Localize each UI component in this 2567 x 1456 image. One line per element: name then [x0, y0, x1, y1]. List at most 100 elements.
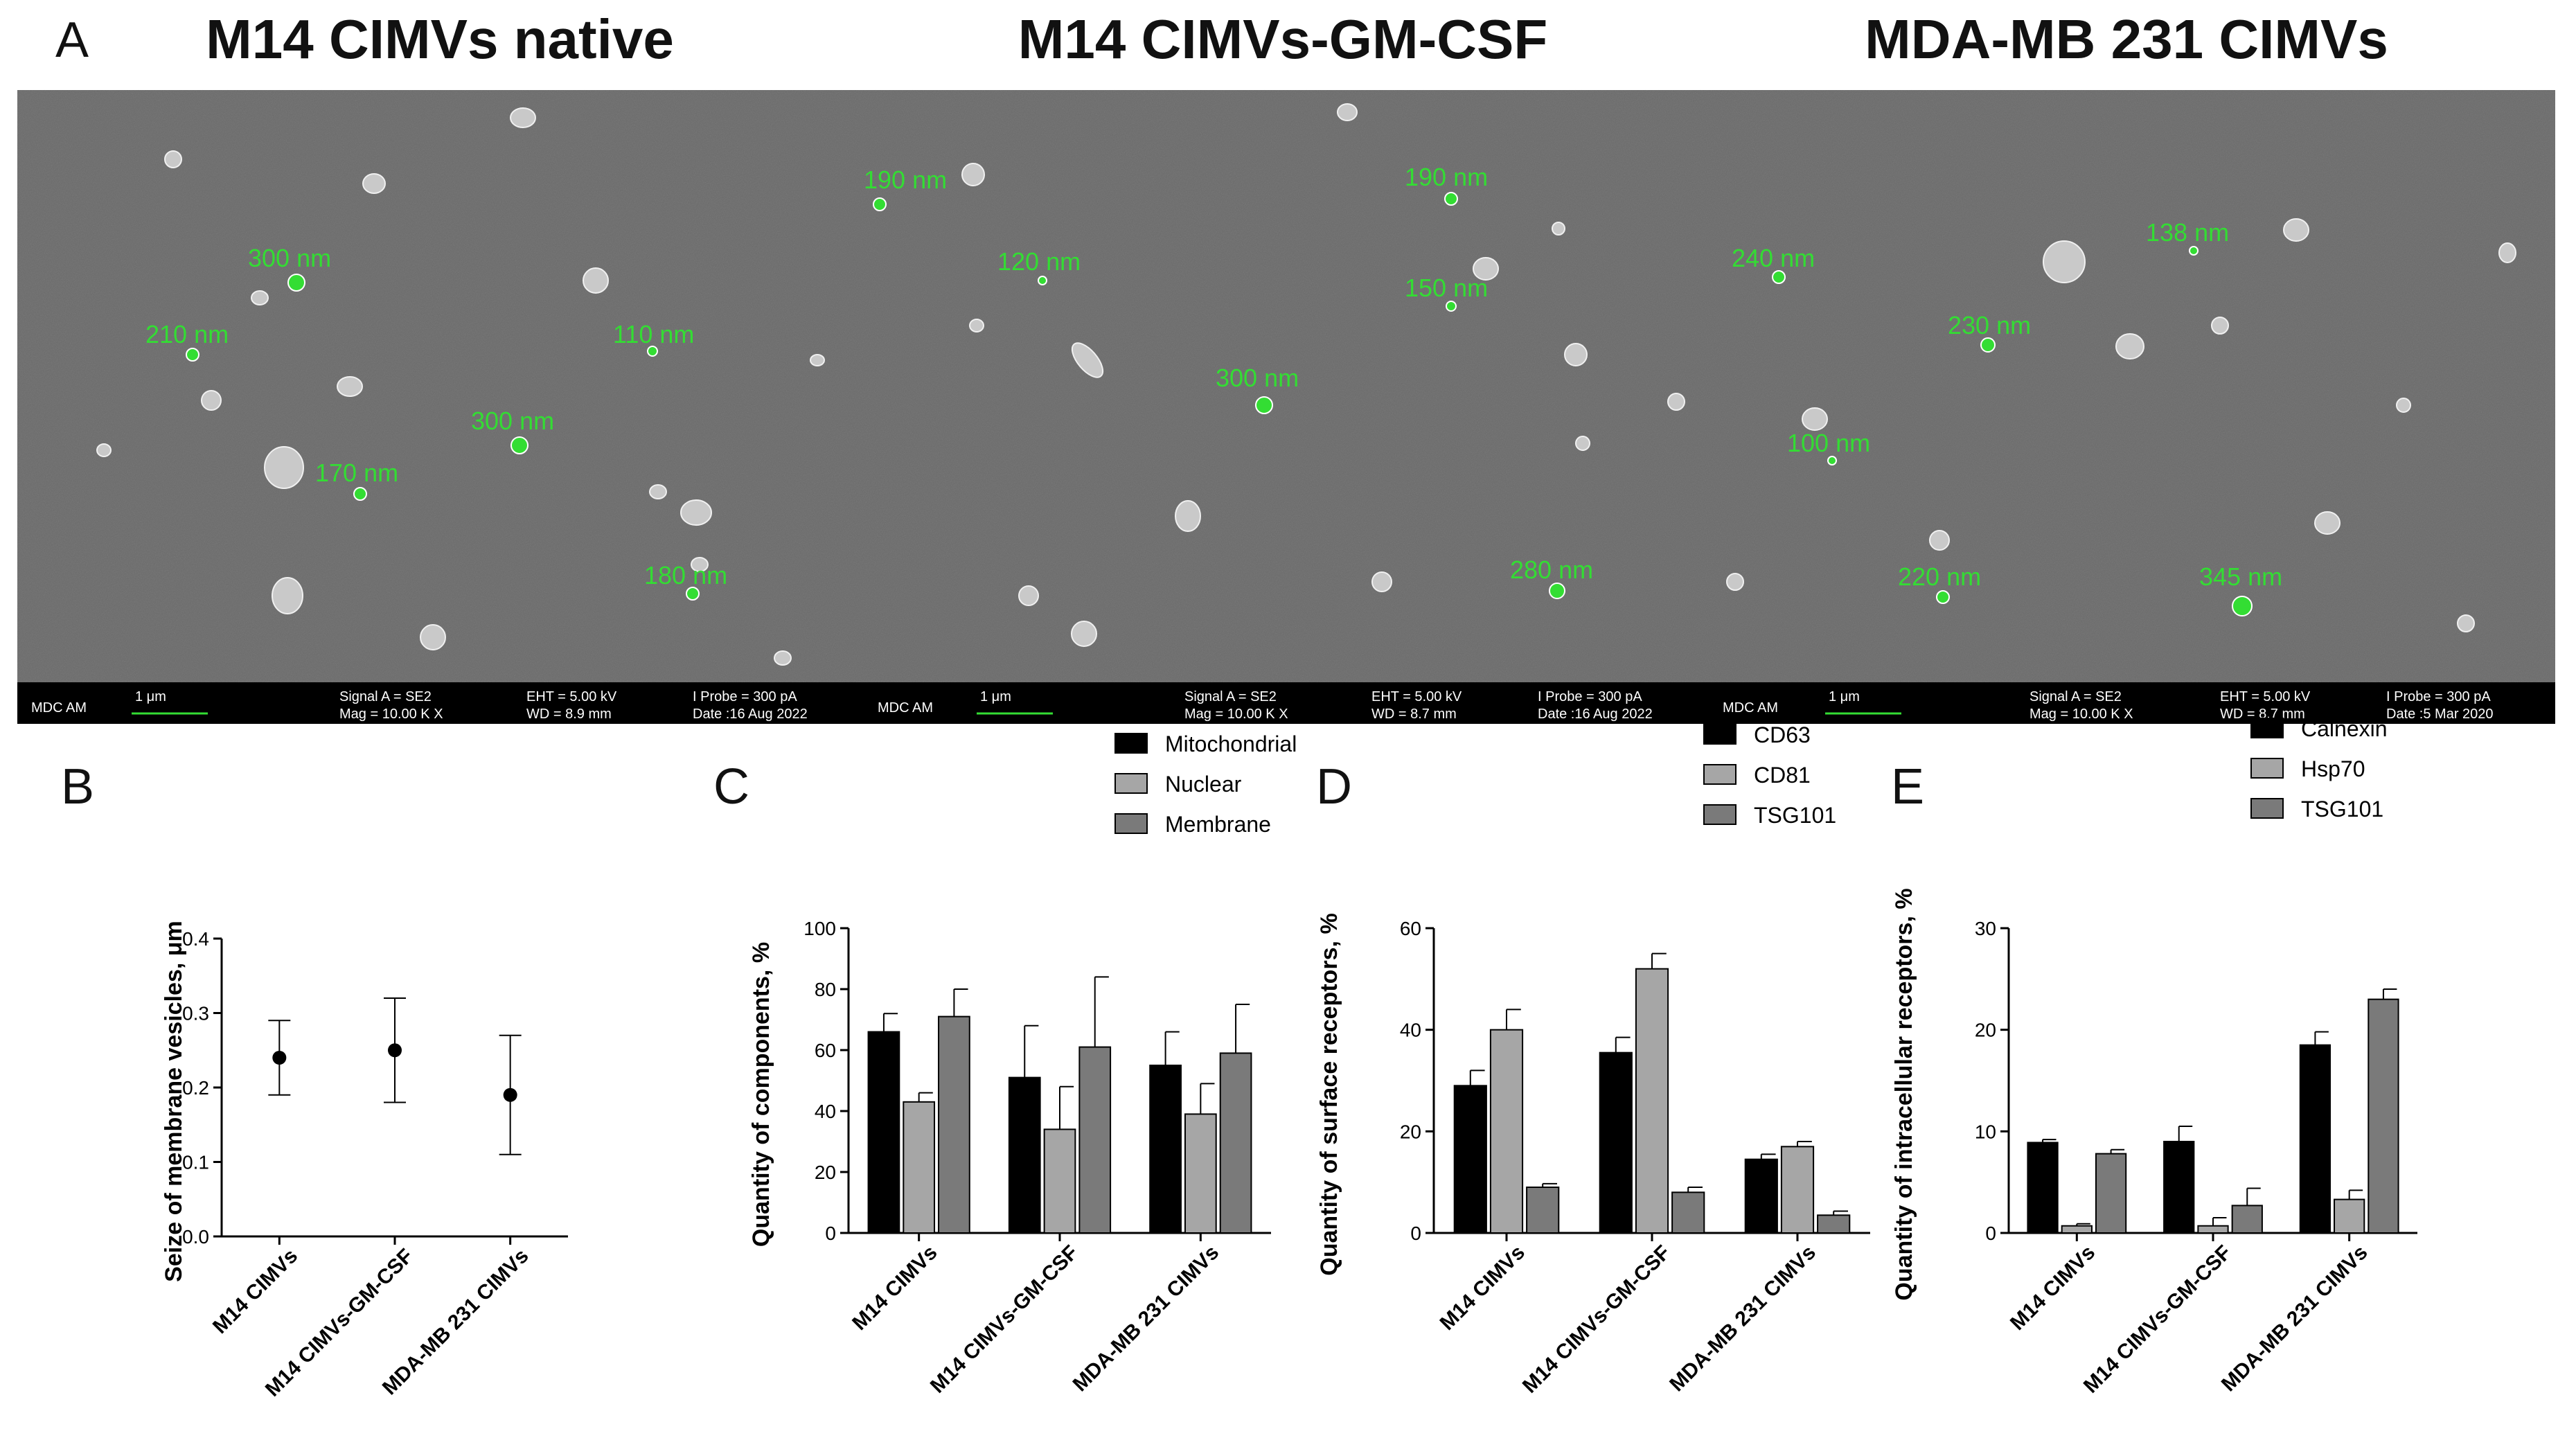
y-tick-label: 40: [815, 1101, 836, 1122]
y-tick-label: 20: [815, 1162, 836, 1183]
data-point: [272, 1051, 287, 1065]
info-wd-2: WD = 8.7 mm: [1371, 707, 1457, 722]
panel-letter-d: D: [1316, 759, 1352, 815]
legend-label: CD63: [1754, 722, 1811, 747]
bar: [1078, 1046, 1112, 1234]
bar: [1489, 1029, 1524, 1234]
legend-swatch: [1703, 804, 1736, 825]
info-signal-2: Signal A = SE2: [1184, 689, 1277, 704]
panel-letter-c: C: [713, 759, 749, 815]
info-wd-1: WD = 8.9 mm: [526, 707, 612, 722]
info-left-3: MDC AM: [1723, 700, 1778, 716]
info-scale-1: 1 μm: [135, 689, 166, 704]
legend-swatch: [1703, 724, 1736, 745]
bar: [1184, 1113, 1217, 1234]
info-eht-1: EHT = 5.00 kV: [526, 689, 617, 704]
size-label-m2-6: 280 nm: [1510, 556, 1593, 584]
micrograph-2: 190 nm 120 nm 190 nm 150 nm 300 nm 280 n…: [864, 90, 1709, 724]
micrograph-title-3: MDA-MB 231 CIMVs: [1865, 8, 2388, 70]
info-eht-2: EHT = 5.00 kV: [1371, 689, 1462, 704]
bar: [1526, 1187, 1560, 1234]
size-label-m3-3: 230 nm: [1948, 311, 2031, 339]
y-axis-label: Quantity of intracellular receptors, %: [1891, 888, 1917, 1300]
bar: [2197, 1225, 2229, 1234]
y-tick-label: 60: [815, 1040, 836, 1061]
legend-label: TSG101: [2301, 797, 2383, 822]
bar: [2095, 1153, 2127, 1234]
data-point: [388, 1043, 402, 1058]
y-tick-label: 0.0: [182, 1226, 209, 1248]
size-label-m3-6: 345 nm: [2199, 562, 2282, 591]
size-label-m1-3: 110 nm: [613, 320, 694, 348]
bar: [2163, 1141, 2195, 1234]
bar: [2334, 1198, 2365, 1234]
legend-swatch: [1114, 813, 1148, 834]
chart-c-components: 0 20 40 60 80 100 Quantity of components, % M14…: [748, 731, 1297, 1398]
legend-swatch: [1703, 764, 1736, 785]
legend-label: Calnexin: [2301, 716, 2388, 741]
category-label: M14 CIMVs: [2006, 1241, 2099, 1335]
y-tick-label: 20: [1975, 1020, 1996, 1041]
micrograph-1: 300 nm 210 nm 110 nm 300 nm 170 nm 180 n…: [17, 90, 864, 724]
bar: [1043, 1128, 1076, 1234]
micrograph-title-2: M14 CIMVs-GM-CSF: [1018, 8, 1548, 70]
legend-label: Hsp70: [2301, 756, 2365, 781]
legend-swatch: [1114, 733, 1148, 754]
bar: [1744, 1158, 1778, 1234]
bar: [1149, 1065, 1182, 1234]
category-label: M14 CIMVs: [1436, 1241, 1529, 1335]
legend-swatch: [2250, 718, 2284, 738]
legend-label: Nuclear: [1165, 772, 1242, 797]
bar: [867, 1031, 900, 1234]
bar: [903, 1101, 936, 1234]
size-label-m3-1: 240 nm: [1732, 244, 1815, 272]
size-label-m3-4: 100 nm: [1787, 429, 1870, 457]
category-label: M14 CIMVs-GM-CSF: [926, 1241, 1083, 1398]
bar: [1453, 1085, 1487, 1234]
info-mag-1: Mag = 10.00 K X: [339, 707, 443, 722]
info-scale-3: 1 μm: [1829, 689, 1860, 704]
legend-swatch: [1114, 773, 1148, 794]
info-date-1: Date :16 Aug 2022: [693, 707, 808, 722]
bar: [2027, 1142, 2059, 1234]
chart-e-intracellular-receptors: 0 10 20 30 Quantity of intracellular recepto…: [1891, 716, 2417, 1398]
y-axis-label: Quantity of surface receptors, %: [1316, 913, 1342, 1275]
category-label: M14 CIMVs-GM-CSF: [2079, 1241, 2236, 1398]
y-tick-label: 10: [1975, 1121, 1996, 1142]
y-tick-label: 0: [1985, 1223, 1996, 1244]
info-mag-3: Mag = 10.00 K X: [2029, 707, 2133, 722]
panel-letter-a: A: [55, 12, 89, 68]
info-wd-3: WD = 8.7 mm: [2220, 707, 2305, 722]
category-label: MDA-MB 231 CIMVs: [1665, 1241, 1820, 1396]
y-axis-label: Quantity of components, %: [748, 942, 774, 1247]
category-label: MDA-MB 231 CIMVs: [1069, 1241, 1224, 1396]
bar: [1671, 1191, 1705, 1234]
info-mag-2: Mag = 10.00 K X: [1184, 707, 1288, 722]
y-tick-label: 0.2: [182, 1077, 209, 1099]
y-tick-label: 30: [1975, 918, 1996, 939]
size-label-m2-2: 120 nm: [997, 247, 1081, 276]
panel-letter-e: E: [1891, 759, 1924, 815]
info-signal-1: Signal A = SE2: [339, 689, 432, 704]
y-tick-label: 80: [815, 979, 836, 1000]
category-label: M14 CIMVs: [848, 1241, 941, 1335]
info-probe-3: I Probe = 300 pA: [2386, 689, 2491, 704]
bar: [1008, 1076, 1041, 1234]
y-tick-label: 20: [1400, 1121, 1421, 1142]
y-tick-label: 0.3: [182, 1003, 209, 1024]
bar: [1780, 1146, 1815, 1234]
micrograph-title-1: M14 CIMVs native: [206, 8, 674, 70]
y-tick-label: 40: [1400, 1020, 1421, 1041]
bar: [1817, 1214, 1851, 1234]
bar: [2231, 1205, 2263, 1234]
bar: [2299, 1044, 2331, 1234]
size-label-m2-3: 190 nm: [1405, 163, 1488, 191]
size-label-m2-4: 150 nm: [1405, 274, 1488, 302]
size-label-m1-4: 300 nm: [471, 407, 554, 435]
legend-label: Mitochondrial: [1165, 731, 1297, 756]
chart-d-surface-receptors: 0 20 40 60 Quantity of surface receptors, % M…: [1316, 722, 1870, 1398]
y-tick-label: 0: [1410, 1223, 1421, 1244]
info-eht-3: EHT = 5.00 kV: [2220, 689, 2311, 704]
